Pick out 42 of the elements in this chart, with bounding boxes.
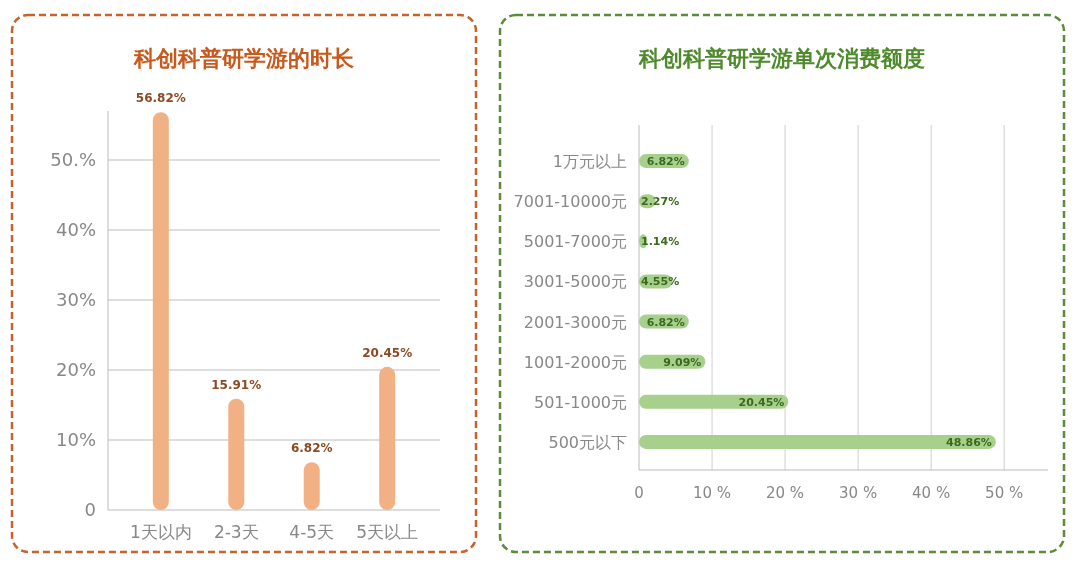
x-tick-label: 30 % bbox=[839, 484, 878, 502]
x-tick-label: 0 bbox=[634, 484, 644, 502]
data-label: 1.14% bbox=[641, 235, 680, 249]
y-tick-label: 40% bbox=[55, 219, 96, 240]
bar bbox=[228, 398, 245, 510]
bar bbox=[379, 366, 396, 510]
y-tick-label: 501-1000元 bbox=[533, 392, 627, 412]
x-tick-label: 10 % bbox=[692, 484, 732, 502]
x-tick-label: 50 % bbox=[985, 484, 1024, 502]
y-tick-label: 500元以下 bbox=[548, 432, 627, 452]
x-tick-label: 1天以内 bbox=[129, 522, 192, 542]
x-tick-label: 4-5天 bbox=[289, 522, 335, 542]
bar bbox=[152, 112, 169, 510]
data-label: 6.82% bbox=[290, 441, 333, 456]
y-tick-label: 50.% bbox=[50, 149, 96, 170]
bar bbox=[639, 434, 996, 449]
y-tick-label: 30% bbox=[55, 289, 96, 310]
data-label: 2.27% bbox=[641, 195, 680, 209]
data-label: 20.45% bbox=[362, 345, 413, 360]
data-label: 48.86% bbox=[946, 435, 992, 449]
chart-title: 科创科普研学游的时长 bbox=[133, 46, 355, 71]
chart-title: 科创科普研学游单次消费额度 bbox=[638, 46, 925, 71]
data-label: 6.82% bbox=[646, 315, 685, 329]
x-tick-label: 2-3天 bbox=[213, 522, 259, 542]
y-tick-label: 5001-7000元 bbox=[523, 232, 627, 252]
y-tick-label: 1万元以上 bbox=[552, 152, 627, 172]
data-label: 56.82% bbox=[135, 91, 186, 106]
data-label: 9.09% bbox=[663, 355, 702, 369]
bar bbox=[303, 462, 320, 510]
y-tick-label: 20% bbox=[55, 359, 96, 380]
data-label: 20.45% bbox=[738, 395, 785, 409]
y-tick-label: 0 bbox=[84, 499, 96, 520]
y-tick-label: 10% bbox=[55, 429, 96, 450]
y-tick-label: 3001-5000元 bbox=[523, 272, 627, 292]
x-tick-label: 5天以上 bbox=[356, 522, 419, 542]
data-label: 6.82% bbox=[646, 155, 685, 169]
x-tick-label: 20 % bbox=[766, 484, 805, 502]
data-label: 15.91% bbox=[211, 377, 262, 392]
x-tick-label: 40 % bbox=[912, 484, 951, 502]
y-tick-label: 7001-10000元 bbox=[513, 192, 627, 212]
y-tick-label: 2001-3000元 bbox=[523, 312, 627, 332]
y-tick-label: 1001-2000元 bbox=[523, 352, 627, 372]
